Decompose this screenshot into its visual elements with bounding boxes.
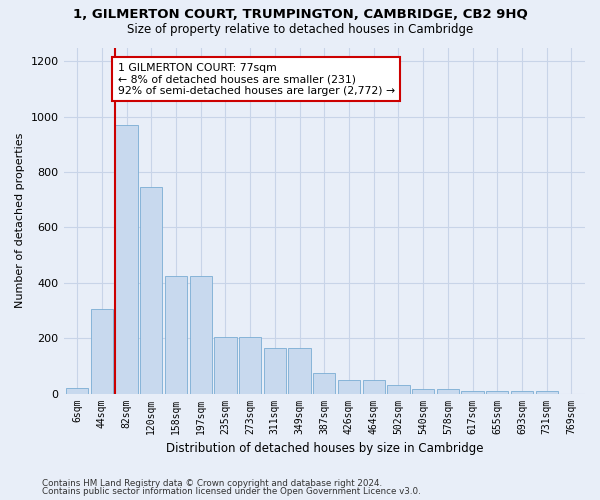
Bar [239,337,261,394]
Bar [387,386,410,394]
Bar [412,390,434,394]
Y-axis label: Number of detached properties: Number of detached properties [15,133,25,308]
Bar [338,380,360,394]
Bar [362,380,385,394]
Bar [140,188,163,394]
Bar [486,391,508,394]
Bar [190,276,212,394]
Bar [264,348,286,394]
Bar [461,391,484,394]
Bar [165,276,187,394]
X-axis label: Distribution of detached houses by size in Cambridge: Distribution of detached houses by size … [166,442,483,455]
Bar [313,373,335,394]
Text: 1, GILMERTON COURT, TRUMPINGTON, CAMBRIDGE, CB2 9HQ: 1, GILMERTON COURT, TRUMPINGTON, CAMBRID… [73,8,527,20]
Text: Size of property relative to detached houses in Cambridge: Size of property relative to detached ho… [127,22,473,36]
Bar [437,390,459,394]
Bar [91,309,113,394]
Text: 1 GILMERTON COURT: 77sqm
← 8% of detached houses are smaller (231)
92% of semi-d: 1 GILMERTON COURT: 77sqm ← 8% of detache… [118,62,395,96]
Text: Contains HM Land Registry data © Crown copyright and database right 2024.: Contains HM Land Registry data © Crown c… [42,478,382,488]
Text: Contains public sector information licensed under the Open Government Licence v3: Contains public sector information licen… [42,487,421,496]
Bar [214,337,236,394]
Bar [289,348,311,394]
Bar [536,391,558,394]
Bar [66,388,88,394]
Bar [115,125,137,394]
Bar [511,391,533,394]
